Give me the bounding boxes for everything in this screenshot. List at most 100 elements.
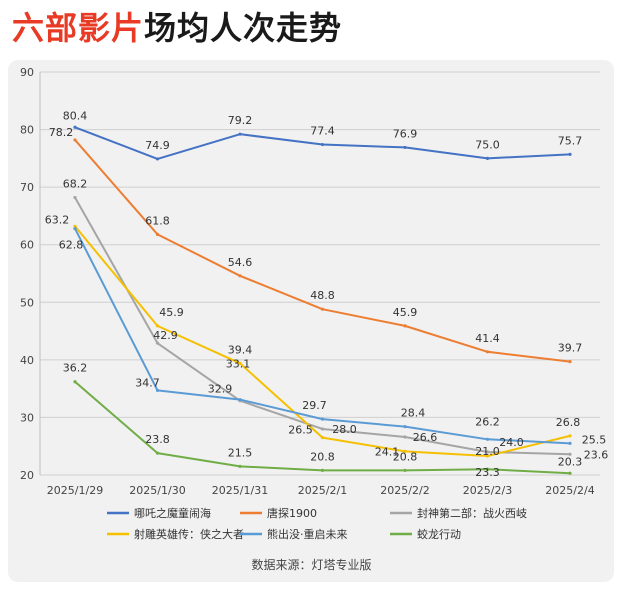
data-point	[485, 350, 490, 354]
data-label: 75.0	[475, 138, 500, 151]
x-tick-label: 2025/1/31	[212, 484, 268, 497]
data-point	[403, 425, 407, 429]
data-point	[320, 435, 325, 440]
series-group	[73, 195, 572, 456]
data-label: 26.8	[556, 416, 581, 429]
data-point	[320, 427, 325, 431]
data-point	[238, 132, 242, 136]
data-label: 36.2	[63, 362, 88, 375]
data-label: 21.5	[228, 446, 253, 459]
legend-label: 唐探1900	[267, 506, 317, 520]
data-point	[73, 138, 77, 142]
data-point	[485, 450, 490, 454]
data-point	[155, 451, 160, 455]
y-tick-label: 30	[20, 411, 34, 424]
title-highlight: 六部影片	[12, 9, 145, 47]
x-tick-label: 2025/1/29	[47, 484, 103, 497]
data-label: 20.3	[558, 455, 583, 468]
data-label: 28.0	[332, 423, 357, 436]
y-tick-label: 40	[20, 354, 34, 367]
data-point	[403, 435, 407, 439]
data-label: 63.2	[45, 213, 70, 226]
legend-label: 射雕英雄传：侠之大者	[134, 527, 244, 541]
data-label: 26.5	[288, 424, 313, 437]
y-tick-label: 70	[20, 181, 34, 194]
data-label: 23.3	[475, 466, 500, 479]
legend-item: 射雕英雄传：侠之大者	[107, 527, 244, 541]
data-point	[568, 452, 572, 456]
data-label: 20.8	[310, 450, 335, 463]
x-tick-label: 2025/2/1	[298, 484, 347, 497]
data-point	[568, 359, 572, 364]
data-label: 54.6	[228, 256, 253, 269]
data-label: 34.7	[135, 376, 160, 389]
data-point	[238, 397, 242, 402]
data-point	[568, 152, 572, 156]
data-label: 48.8	[310, 289, 335, 302]
data-point	[568, 471, 572, 475]
legend-label: 熊出没·重启未来	[267, 527, 348, 541]
data-point	[485, 437, 490, 441]
data-point	[238, 361, 242, 365]
data-point	[320, 468, 325, 472]
chart-card: 20 30 40 50 60 70 80 90 2025/1/29 2025/1/30 2025/1…	[8, 60, 614, 582]
data-point	[403, 324, 407, 328]
data-label: 45.9	[159, 306, 184, 319]
series-group	[73, 380, 572, 475]
data-point	[155, 388, 160, 392]
x-tick-label: 2025/2/4	[545, 484, 594, 497]
data-label: 33.1	[226, 358, 251, 371]
legend-item: 蛟龙行动	[390, 527, 461, 541]
data-point	[403, 449, 407, 453]
data-label: 23.8	[145, 433, 170, 446]
data-point	[238, 464, 242, 468]
data-point	[403, 145, 407, 150]
data-point	[485, 156, 490, 160]
x-tick-label: 2025/2/3	[463, 484, 512, 497]
data-point	[73, 224, 77, 228]
data-label: 78.2	[49, 126, 74, 139]
data-label: 74.9	[145, 139, 170, 152]
y-tick-label: 20	[20, 469, 34, 482]
data-label: 80.4	[63, 109, 88, 122]
data-point	[155, 157, 160, 161]
series-group	[73, 224, 572, 458]
data-label: 24.0	[499, 436, 524, 449]
page-title: 六部影片场均人次走势	[12, 6, 342, 50]
data-label: 39.4	[228, 343, 253, 356]
data-label: 21.0	[475, 445, 500, 458]
data-point	[155, 324, 160, 328]
data-label: 29.7	[302, 399, 327, 412]
legend-label: 哪吒之魔童闹海	[134, 506, 211, 520]
data-label: 45.9	[393, 306, 418, 319]
data-source-note: 数据来源：灯塔专业版	[251, 558, 372, 572]
data-label: 39.7	[558, 342, 583, 355]
legend-item: 熊出没·重启未来	[240, 527, 348, 541]
data-point	[155, 341, 160, 345]
data-point	[568, 434, 572, 438]
legend-item: 唐探1900	[240, 506, 317, 520]
series-group	[73, 125, 572, 161]
data-label: 42.9	[153, 329, 178, 342]
data-point	[568, 441, 572, 445]
data-label: 26.6	[413, 431, 438, 444]
y-tick-label: 50	[20, 296, 34, 309]
data-label: 25.5	[582, 433, 607, 446]
data-label: 62.8	[59, 239, 84, 252]
series-group	[73, 226, 572, 445]
data-label: 32.9	[208, 383, 233, 396]
data-point	[320, 142, 325, 147]
data-label: 28.4	[401, 407, 426, 420]
data-label: 61.8	[145, 214, 170, 227]
data-label: 23.6	[584, 448, 609, 461]
data-label: 68.2	[63, 178, 88, 191]
data-label: 24.1	[375, 445, 400, 458]
legend-label: 封神第二部：战火西岐	[417, 506, 527, 520]
data-label: 26.2	[475, 415, 500, 428]
line-chart: 20 30 40 50 60 70 80 90 2025/1/29 2025/1/30 2025/1…	[20, 66, 609, 541]
y-tick-label: 60	[20, 239, 34, 252]
legend-label: 蛟龙行动	[417, 527, 461, 541]
x-tick-label: 2025/1/30	[129, 484, 185, 497]
data-labels: 80.4 74.9 79.2 77.4 76.9 75.0 75.7 78.2 61.8 54.6…	[45, 109, 609, 479]
data-point	[320, 307, 325, 311]
